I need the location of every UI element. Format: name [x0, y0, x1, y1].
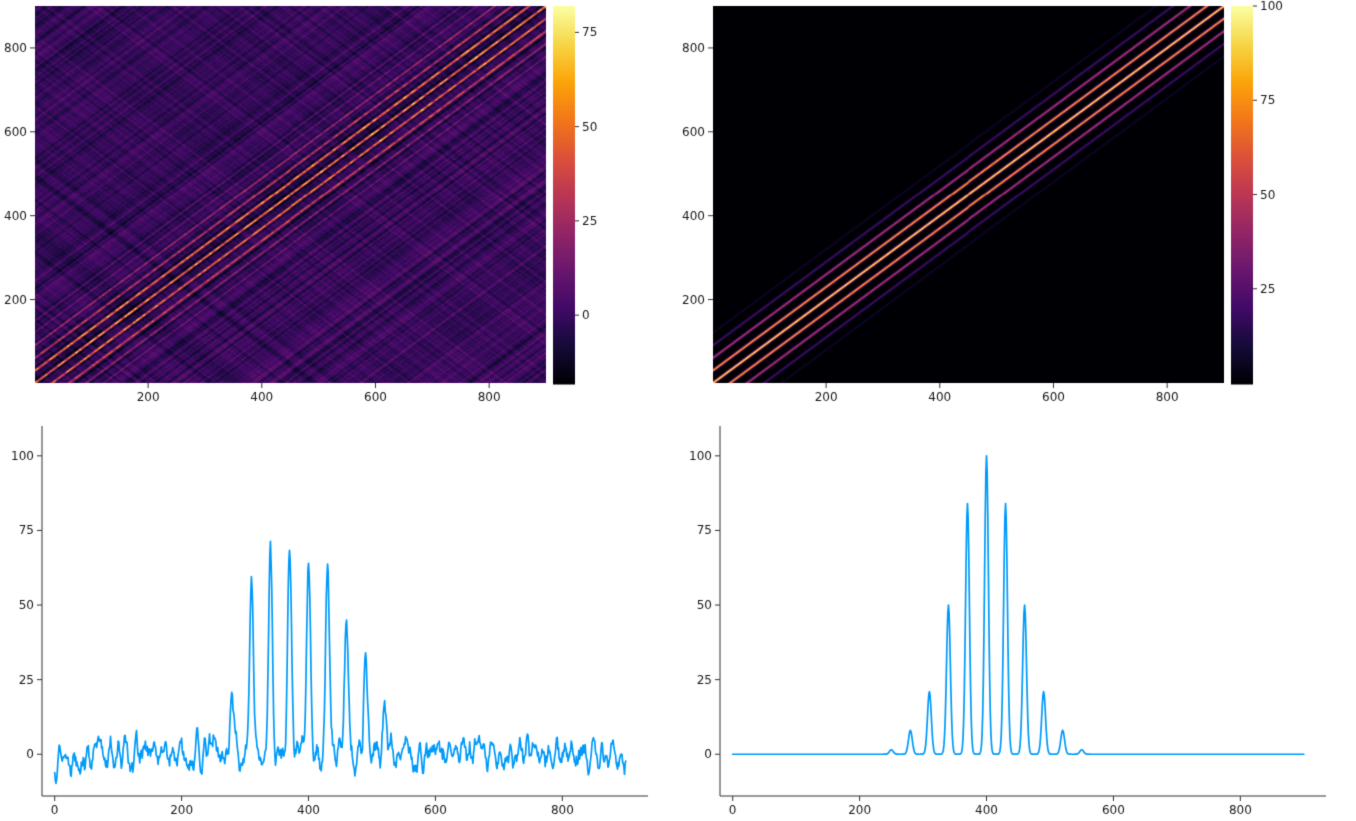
- panel-line-clean: [678, 410, 1356, 821]
- line-noisy-canvas: [0, 410, 678, 821]
- line-clean-canvas: [678, 410, 1356, 821]
- panel-heatmap-clean: [678, 0, 1356, 410]
- heatmap-clean-canvas: [678, 0, 1356, 410]
- panel-heatmap-noisy: [0, 0, 678, 410]
- panel-line-noisy: [0, 410, 678, 821]
- heatmap-noisy-canvas: [0, 0, 678, 410]
